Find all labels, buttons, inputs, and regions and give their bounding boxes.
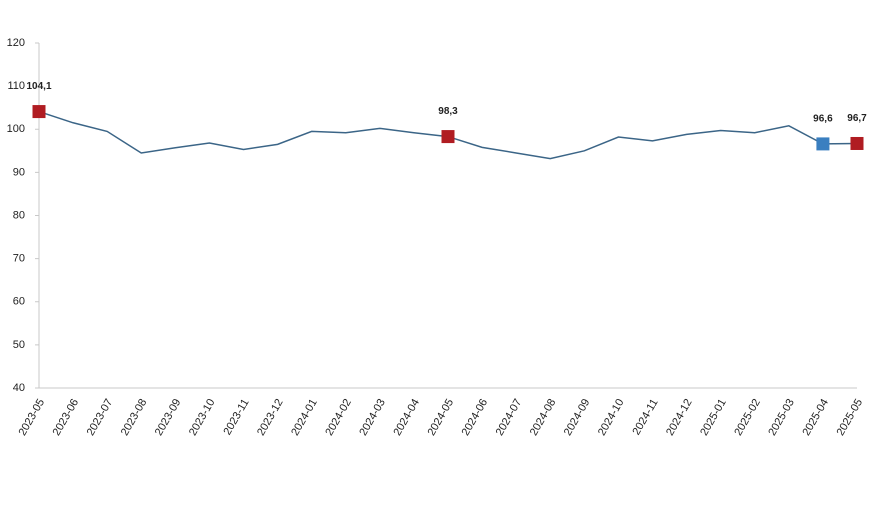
x-tick-label: 2024-04 bbox=[391, 397, 422, 438]
y-tick-label: 60 bbox=[13, 296, 25, 308]
x-tick-label: 2023-05 bbox=[17, 397, 48, 438]
x-tick-label: 2024-05 bbox=[426, 397, 457, 438]
value-label: 96,7 bbox=[847, 113, 867, 124]
x-tick-label: 2023-12 bbox=[255, 397, 286, 438]
value-label: 96,6 bbox=[813, 114, 833, 125]
y-tick-label: 40 bbox=[13, 382, 25, 394]
x-tick-label: 2024-02 bbox=[323, 397, 354, 438]
x-tick-label: 2023-09 bbox=[153, 397, 184, 438]
point-marker bbox=[32, 105, 46, 119]
x-tick-label: 2023-11 bbox=[221, 397, 251, 437]
point-marker bbox=[441, 130, 455, 144]
y-tick-label: 50 bbox=[13, 339, 25, 351]
x-tick-label: 2024-08 bbox=[528, 397, 559, 438]
x-tick-label: 2023-06 bbox=[51, 397, 82, 438]
x-tick-label: 2024-12 bbox=[664, 397, 695, 438]
x-tick-label: 2024-09 bbox=[562, 397, 593, 438]
x-tick-label: 2024-06 bbox=[460, 397, 491, 438]
x-tick-label: 2023-07 bbox=[85, 397, 116, 438]
point-marker bbox=[850, 136, 864, 150]
y-tick-label: 110 bbox=[7, 80, 25, 92]
x-tick-label: 2025-05 bbox=[835, 397, 866, 438]
x-tick-label: 2024-01 bbox=[289, 397, 320, 438]
x-tick-label: 2025-03 bbox=[766, 397, 797, 438]
value-label: 104,1 bbox=[26, 81, 51, 92]
y-tick-label: 120 bbox=[7, 37, 25, 49]
y-tick-label: 100 bbox=[7, 123, 25, 135]
x-tick-label: 2025-02 bbox=[732, 397, 763, 438]
x-tick-label: 2024-03 bbox=[357, 397, 388, 438]
value-label: 98,3 bbox=[438, 106, 458, 117]
point-marker bbox=[816, 137, 830, 151]
x-tick-label: 2023-08 bbox=[119, 397, 150, 438]
x-tick-label: 2025-04 bbox=[800, 397, 831, 438]
y-tick-label: 70 bbox=[13, 253, 25, 265]
x-tick-label: 2025-01 bbox=[698, 397, 729, 438]
x-tick-label: 2024-11 bbox=[630, 397, 660, 437]
y-tick-label: 90 bbox=[13, 166, 25, 178]
x-tick-label: 2024-10 bbox=[596, 397, 627, 438]
y-tick-label: 80 bbox=[13, 209, 25, 221]
x-tick-label: 2023-10 bbox=[187, 397, 218, 438]
x-tick-label: 2024-07 bbox=[494, 397, 525, 438]
